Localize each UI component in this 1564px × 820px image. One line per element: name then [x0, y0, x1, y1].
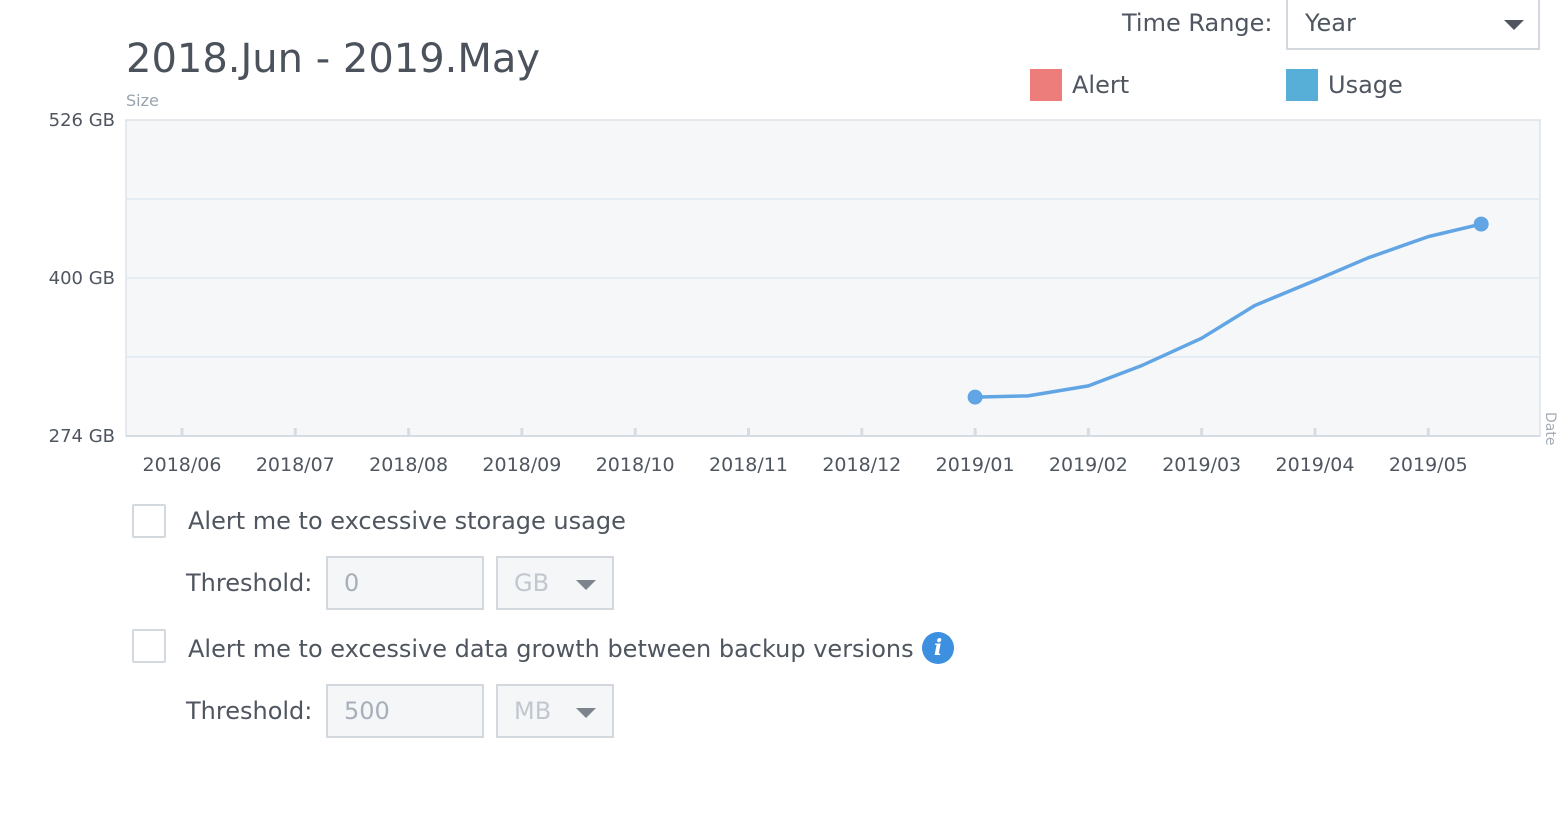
time-range-selected-value: Year	[1305, 9, 1356, 37]
x-tick-label: 2019/02	[1049, 454, 1128, 476]
legend-label-alert: Alert	[1072, 71, 1130, 99]
legend-item-usage[interactable]: Usage	[1286, 68, 1403, 102]
storage-threshold-label: Threshold:	[186, 569, 313, 597]
usage-series-line	[975, 222, 1482, 399]
legend-item-alert[interactable]: Alert	[1030, 68, 1129, 102]
usage-data-point	[967, 389, 983, 405]
storage-threshold-input[interactable]	[326, 556, 484, 610]
growth-threshold-input[interactable]	[326, 684, 484, 738]
chevron-down-icon	[576, 708, 596, 718]
legend-swatch-usage	[1286, 69, 1318, 101]
x-tick-label: 2019/04	[1276, 454, 1355, 476]
y-tick-label: 526 GB	[49, 110, 115, 131]
time-range-label: Time Range:	[1122, 9, 1273, 37]
x-axis-title: Date	[1542, 412, 1558, 445]
x-tick-label: 2019/05	[1389, 454, 1468, 476]
growth-unit-dropdown[interactable]: MB	[496, 684, 614, 738]
x-tick-label: 2018/07	[256, 454, 335, 476]
legend-label-usage: Usage	[1328, 71, 1403, 99]
x-tick-label: 2018/11	[709, 454, 788, 476]
storage-unit-value: GB	[514, 569, 550, 597]
y-axis-title: Size	[126, 91, 159, 110]
x-tick-label: 2018/12	[822, 454, 901, 476]
time-range-dropdown[interactable]: Year	[1286, 0, 1540, 50]
x-tick-label: 2018/08	[369, 454, 448, 476]
storage-alert-checkbox[interactable]	[132, 504, 166, 538]
growth-alert-checkbox[interactable]	[132, 629, 166, 663]
x-tick-label: 2019/03	[1162, 454, 1241, 476]
x-tick-label: 2018/10	[596, 454, 675, 476]
info-icon[interactable]: i	[922, 632, 954, 664]
storage-unit-dropdown[interactable]: GB	[496, 556, 614, 610]
chevron-down-icon	[1504, 20, 1524, 30]
usage-data-point	[1473, 216, 1489, 232]
y-tick-label: 274 GB	[49, 426, 115, 447]
growth-alert-label: Alert me to excessive data growth betwee…	[188, 635, 914, 663]
y-tick-label: 400 GB	[49, 268, 115, 289]
chevron-down-icon	[576, 580, 596, 590]
legend-swatch-alert	[1030, 69, 1062, 101]
x-tick-label: 2019/01	[936, 454, 1015, 476]
growth-threshold-label: Threshold:	[186, 697, 313, 725]
x-tick-label: 2018/06	[143, 454, 222, 476]
growth-unit-value: MB	[514, 697, 552, 725]
page-title: 2018.Jun - 2019.May	[126, 36, 541, 82]
usage-chart: 526 GB 400 GB 274 GB 2018/06 2018/07 2018/08 2…	[49, 110, 1558, 476]
storage-alert-label: Alert me to excessive storage usage	[188, 507, 626, 535]
x-tick-label: 2018/09	[482, 454, 561, 476]
